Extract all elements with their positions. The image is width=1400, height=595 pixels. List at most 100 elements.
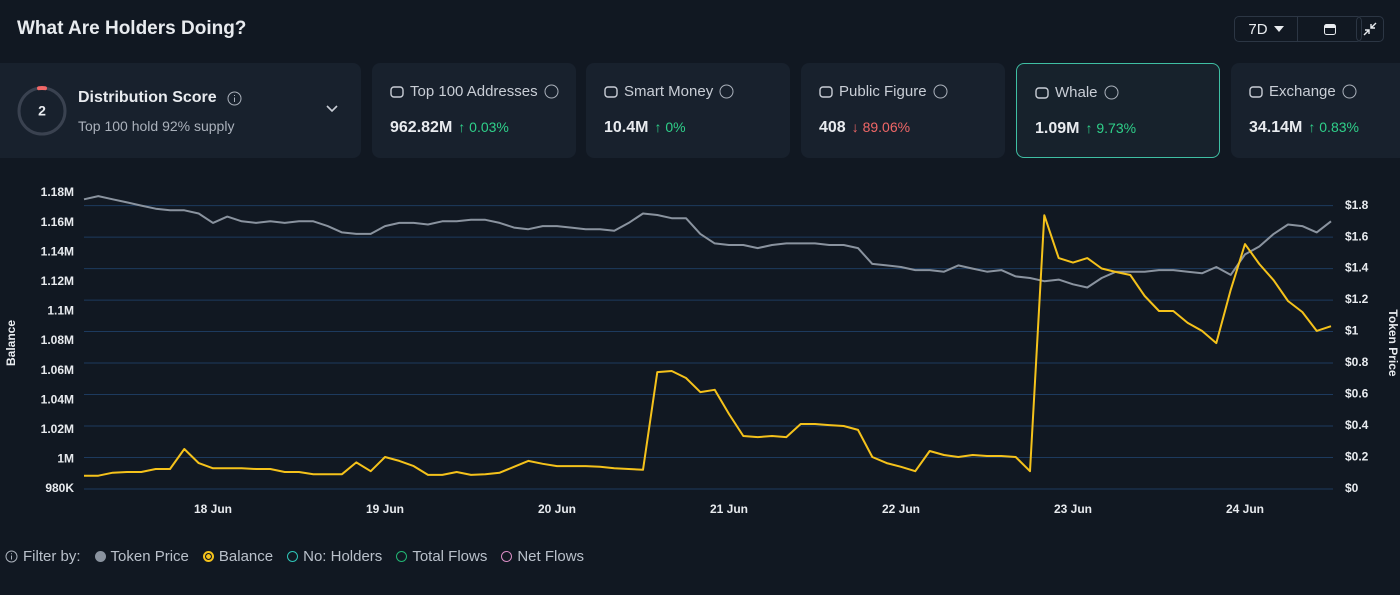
icon-shape [1035,86,1049,99]
card-change: ↓ 89.06% [851,119,911,135]
calendar-button[interactable] [1298,17,1361,41]
chart: Balance Token Price $0 $0.2 $0.4 $0.6 $0.8 $1… [4,185,1400,516]
x-tick-label: 20 Jun [538,502,576,516]
y2-tick-label: $1.8 [1345,198,1369,212]
card-icon [819,85,833,98]
x-tick-label: 18 Jun [194,502,232,516]
page-title: What Are Holders Doing? [17,18,247,39]
card-value: 962.82M [390,119,453,136]
y-tick-label: 1.16M [41,215,74,229]
card-value-row: 962.82M ↑ 0.03% [390,119,509,137]
legend-label: Total Flows [412,548,488,565]
info-icon [5,550,18,563]
card-title-row: Whale [1035,84,1119,101]
card-title: Exchange [1269,83,1336,100]
y2-tick-label: $0.2 [1345,450,1369,464]
legend: Filter by: Token Price Balance No: Holders… [5,548,584,565]
metric-card[interactable]: Whale 1.09M ↑ 9.73% [1016,63,1220,158]
y-tick-label: 1.04M [41,392,74,406]
y2-tick-label: $0 [1345,481,1359,495]
info-ring [933,84,948,99]
calendar-icon [1323,24,1336,35]
icon-shape [390,85,404,98]
card-value-row: 1.09M ↑ 9.73% [1035,120,1136,138]
period-value: 7D [1248,20,1268,38]
x-tick-label: 23 Jun [1054,502,1092,516]
legend-item[interactable]: Total Flows [396,548,487,565]
card-value-row: 10.4M ↑ 0% [604,119,686,137]
series-line [83,195,1332,289]
legend-label: Balance [218,548,274,565]
legend-item[interactable]: Token Price [94,548,189,565]
card-title: Public Figure [839,83,927,100]
card-icon [1035,86,1049,99]
info-icon [227,91,242,105]
y-tick-label: 1.14M [41,244,74,258]
card-title-row: Public Figure [819,83,948,100]
distribution-score-card[interactable]: 2 Distribution Score Top 100 hold 92% su… [0,63,361,158]
y-tick-label: 1.02M [41,422,74,436]
legend-swatch [396,551,408,562]
info-ring [1342,84,1357,99]
x-tick-label: 19 Jun [366,502,404,516]
y-tick-label: 1.12M [41,274,74,288]
y2-tick-label: $1.6 [1345,229,1369,243]
metric-card[interactable]: Public Figure 408 ↓ 89.06% [801,63,1005,158]
info-icon [719,84,734,99]
metric-card[interactable]: Top 100 Addresses 962.82M ↑ 0.03% [372,63,576,158]
x-tick-label: 22 Jun [882,502,920,516]
card-change: ↑ 9.73% [1085,120,1137,136]
info-icon [1104,85,1119,100]
series-line [84,214,1332,477]
metric-card[interactable]: Exchange 34.14M ↑ 0.83% [1231,63,1400,158]
y2-tick-label: $1.2 [1345,292,1369,306]
card-value: 10.4M [604,119,649,136]
legend-swatch [501,551,513,562]
score-value: 2 [38,103,46,119]
y2-tick-label: $1 [1345,324,1359,338]
y-tick-label: 1.1M [47,304,74,318]
card-value-row: 34.14M ↑ 0.83% [1249,119,1359,137]
info-ring [719,84,734,99]
card-value: 1.09M [1035,120,1080,137]
legend-label: Net Flows [517,548,585,565]
card-title-row: Top 100 Addresses [390,83,559,100]
y-tick-label: 980K [45,481,74,495]
period-dropdown[interactable]: 7D [1235,17,1298,41]
y-tick-label: 1.18M [41,185,74,199]
legend-label: Token Price [110,548,189,565]
card-change: ↑ 0% [654,119,686,135]
icon-shape [819,85,833,98]
legend-item[interactable]: No: Holders [287,548,382,565]
collapse-icon [1363,22,1377,36]
info-icon [1342,84,1357,99]
y-tick-label: 1.06M [41,363,74,377]
card-title-row: Smart Money [604,83,734,100]
card-title: Whale [1055,84,1098,101]
legend-label: No: Holders [303,548,383,565]
score-title: Distribution Score [78,89,217,106]
card-icon [604,85,618,98]
icon-shape [1249,85,1263,98]
card-title: Smart Money [624,83,714,100]
card-icon [390,85,404,98]
y2-tick-label: $1.4 [1345,261,1369,275]
info-ring [544,84,559,99]
info-ring [1104,85,1119,100]
legend-item[interactable]: Net Flows [501,548,584,565]
collapse-button[interactable] [1356,16,1384,42]
y-tick-label: 1.08M [41,333,74,347]
y2-tick-label: $0.6 [1345,387,1369,401]
y-tick-label: 1M [57,452,74,466]
y2-tick-label: $0.8 [1345,355,1369,369]
metric-card[interactable]: Smart Money 10.4M ↑ 0% [586,63,790,158]
legend-swatch [94,551,106,562]
score-ring: 2 [17,86,67,136]
period-selector[interactable]: 7D [1234,16,1362,42]
legend-item[interactable]: Balance [202,548,274,565]
legend-swatch [202,551,214,562]
legend-swatch [287,551,299,562]
score-subtitle: Top 100 hold 92% supply [78,118,235,134]
card-value-row: 408 ↓ 89.06% [819,119,910,137]
